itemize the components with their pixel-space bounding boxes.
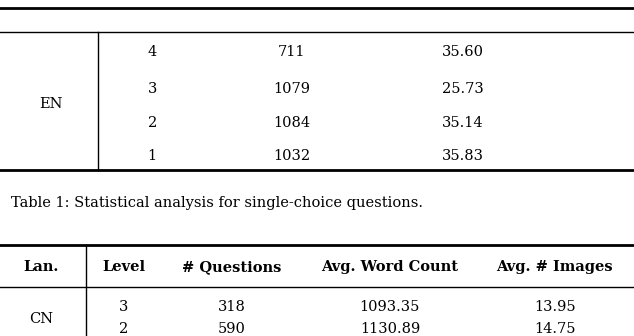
Text: 1032: 1032 — [273, 149, 310, 163]
Text: Table 1: Statistical analysis for single-choice questions.: Table 1: Statistical analysis for single… — [11, 196, 424, 210]
Text: 1084: 1084 — [273, 116, 310, 130]
Text: 1130.89: 1130.89 — [359, 322, 420, 336]
Text: 711: 711 — [278, 45, 306, 59]
Text: 25.73: 25.73 — [442, 82, 484, 96]
Text: 1093.35: 1093.35 — [359, 300, 420, 314]
Text: 14.75: 14.75 — [534, 322, 576, 336]
Text: 318: 318 — [217, 300, 245, 314]
Text: 2: 2 — [119, 322, 128, 336]
Text: Level: Level — [102, 260, 145, 274]
Text: # Questions: # Questions — [182, 260, 281, 274]
Text: CN: CN — [29, 312, 53, 326]
Text: 590: 590 — [217, 322, 245, 336]
Text: 35.14: 35.14 — [442, 116, 484, 130]
Text: 1: 1 — [148, 149, 157, 163]
Text: 35.60: 35.60 — [442, 45, 484, 59]
Text: Avg. Word Count: Avg. Word Count — [321, 260, 458, 274]
Text: 4: 4 — [148, 45, 157, 59]
Text: 13.95: 13.95 — [534, 300, 576, 314]
Text: 2: 2 — [148, 116, 157, 130]
Text: 3: 3 — [148, 82, 157, 96]
Text: EN: EN — [39, 97, 63, 111]
Text: Avg. # Images: Avg. # Images — [496, 260, 613, 274]
Text: 1079: 1079 — [273, 82, 310, 96]
Text: 3: 3 — [119, 300, 128, 314]
Text: 35.83: 35.83 — [442, 149, 484, 163]
Text: Lan.: Lan. — [23, 260, 59, 274]
